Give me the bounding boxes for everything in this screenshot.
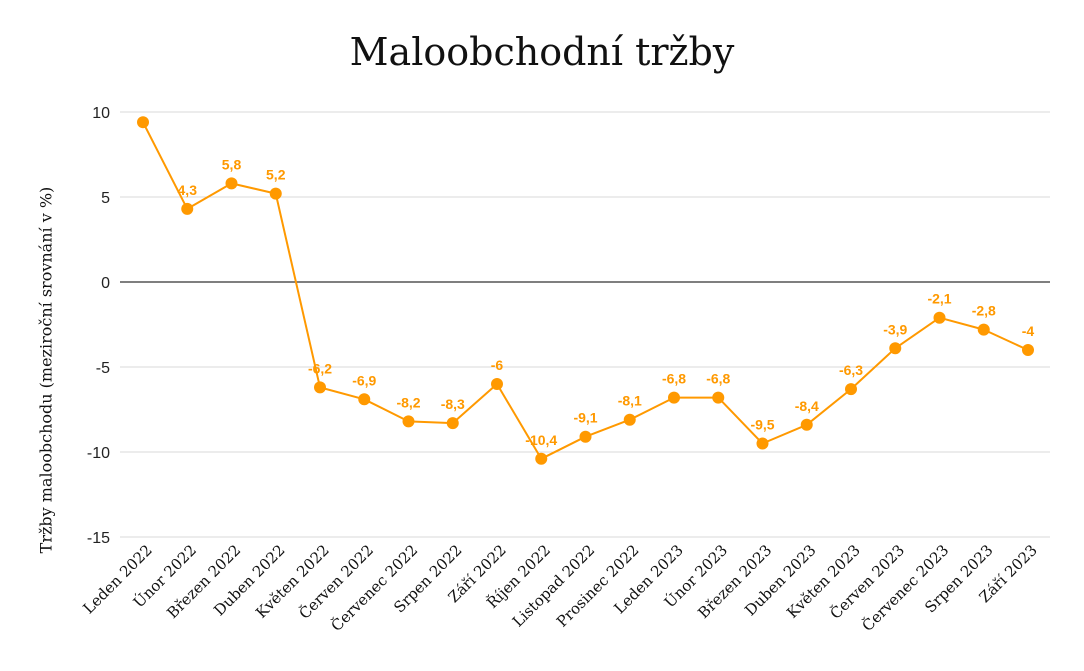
data-point (712, 391, 725, 404)
data-point (845, 383, 857, 396)
data-point (314, 381, 326, 394)
data-label: -6,3 (839, 362, 863, 378)
data-point (269, 187, 282, 200)
y-tick-label: 0 (101, 275, 110, 292)
data-point (668, 391, 680, 404)
data-point (535, 452, 548, 465)
data-point (623, 413, 636, 426)
data-label: -8,3 (441, 396, 465, 412)
data-point (181, 202, 194, 215)
data-label: -6,8 (662, 371, 686, 387)
y-tick-label: -15 (87, 530, 110, 547)
chart-title: Maloobchodní tržby (349, 30, 735, 74)
data-label: -2,1 (927, 291, 951, 307)
data-point (889, 342, 902, 355)
data-point (402, 415, 415, 428)
data-point (446, 417, 459, 430)
data-label: -6 (491, 357, 504, 373)
data-point (756, 437, 769, 450)
y-tick-label: -10 (87, 445, 110, 462)
data-label: -6,8 (706, 371, 730, 387)
data-label: -9,5 (750, 417, 774, 433)
y-tick-label: 5 (101, 190, 110, 207)
data-label: -2,8 (972, 303, 996, 319)
data-label: -9,1 (573, 410, 597, 426)
data-point (137, 116, 149, 129)
data-point (933, 311, 946, 324)
data-label: 5,8 (222, 156, 242, 172)
data-label: 5,2 (266, 167, 286, 183)
data-label: -8,1 (618, 393, 642, 409)
data-label: -10,4 (525, 432, 557, 448)
y-tick-label: 10 (92, 105, 110, 122)
data-point (225, 177, 238, 190)
data-label: -6,2 (308, 360, 332, 376)
data-point (358, 393, 371, 406)
data-label: -4 (1022, 323, 1035, 339)
data-point (1022, 344, 1034, 356)
data-label: -8,4 (795, 398, 819, 414)
data-label: -3,9 (883, 321, 907, 337)
data-point (977, 323, 990, 336)
data-point (491, 378, 503, 390)
data-label: -6,9 (352, 372, 376, 388)
data-label: 4,3 (178, 182, 198, 198)
y-tick-label: -5 (96, 360, 110, 377)
data-point (579, 430, 592, 443)
data-label: -8,2 (396, 394, 420, 410)
data-point (800, 418, 813, 431)
